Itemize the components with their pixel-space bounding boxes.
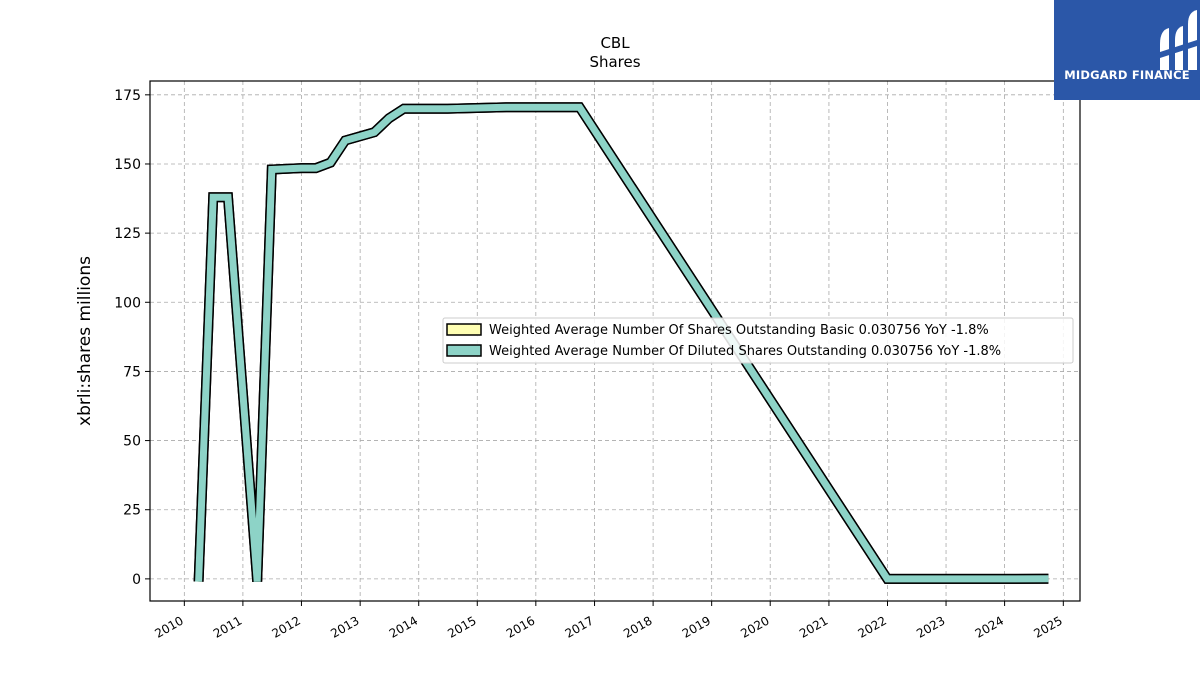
legend-label: Weighted Average Number Of Diluted Share… xyxy=(489,344,1001,359)
y-tick-label: 25 xyxy=(123,503,141,519)
y-tick-label: 125 xyxy=(114,226,141,242)
x-tick-label: 2012 xyxy=(269,613,302,640)
plot-frame xyxy=(149,80,1081,602)
x-tick-label: 2016 xyxy=(504,613,537,640)
brand-logo: MIDGARD FINANCE xyxy=(1054,0,1200,100)
y-axis-ticks: 0 25 50 75 100 125 150 175 xyxy=(114,88,150,588)
x-tick-label: 2020 xyxy=(738,613,771,640)
legend-swatch xyxy=(446,344,482,357)
chart-title: CBL xyxy=(600,34,630,52)
x-tick-label: 2022 xyxy=(856,613,889,640)
x-tick-label: 2015 xyxy=(445,613,478,640)
y-tick-label: 75 xyxy=(123,364,141,380)
legend: Weighted Average Number Of Shares Outsta… xyxy=(442,317,1074,364)
x-tick-label: 2019 xyxy=(680,613,713,640)
y-axis-label: xbrli:shares millions xyxy=(75,256,95,426)
x-tick-label: 2010 xyxy=(152,613,185,640)
legend-box xyxy=(442,317,1074,364)
x-tick-label: 2011 xyxy=(211,613,244,640)
x-tick-label: 2014 xyxy=(387,613,420,640)
y-tick-label: 150 xyxy=(114,157,141,173)
y-tick-label: 0 xyxy=(132,572,141,588)
x-axis-ticks: 2010 2011 2012 2013 2014 2015 2016 2017 2018 2019… xyxy=(152,601,1065,641)
logo-text: MIDGARD FINANCE xyxy=(1064,68,1190,82)
series-lines xyxy=(193,102,1049,584)
series-line xyxy=(195,103,1049,583)
x-tick-label: 2013 xyxy=(328,613,361,640)
x-tick-label: 2023 xyxy=(914,613,947,640)
logo-mark-icon xyxy=(1160,10,1197,70)
x-tick-label: 2018 xyxy=(621,613,654,640)
x-tick-label: 2017 xyxy=(563,613,596,640)
x-tick-label: 2021 xyxy=(797,613,830,640)
chart-subtitle: Shares xyxy=(589,53,640,71)
y-tick-label: 50 xyxy=(123,434,141,450)
y-tick-label: 100 xyxy=(114,295,141,311)
x-tick-label: 2024 xyxy=(973,613,1006,640)
legend-swatch xyxy=(446,323,482,336)
x-tick-label: 2025 xyxy=(1031,613,1064,640)
y-tick-label: 175 xyxy=(114,88,141,104)
legend-label: Weighted Average Number Of Shares Outsta… xyxy=(489,323,989,338)
